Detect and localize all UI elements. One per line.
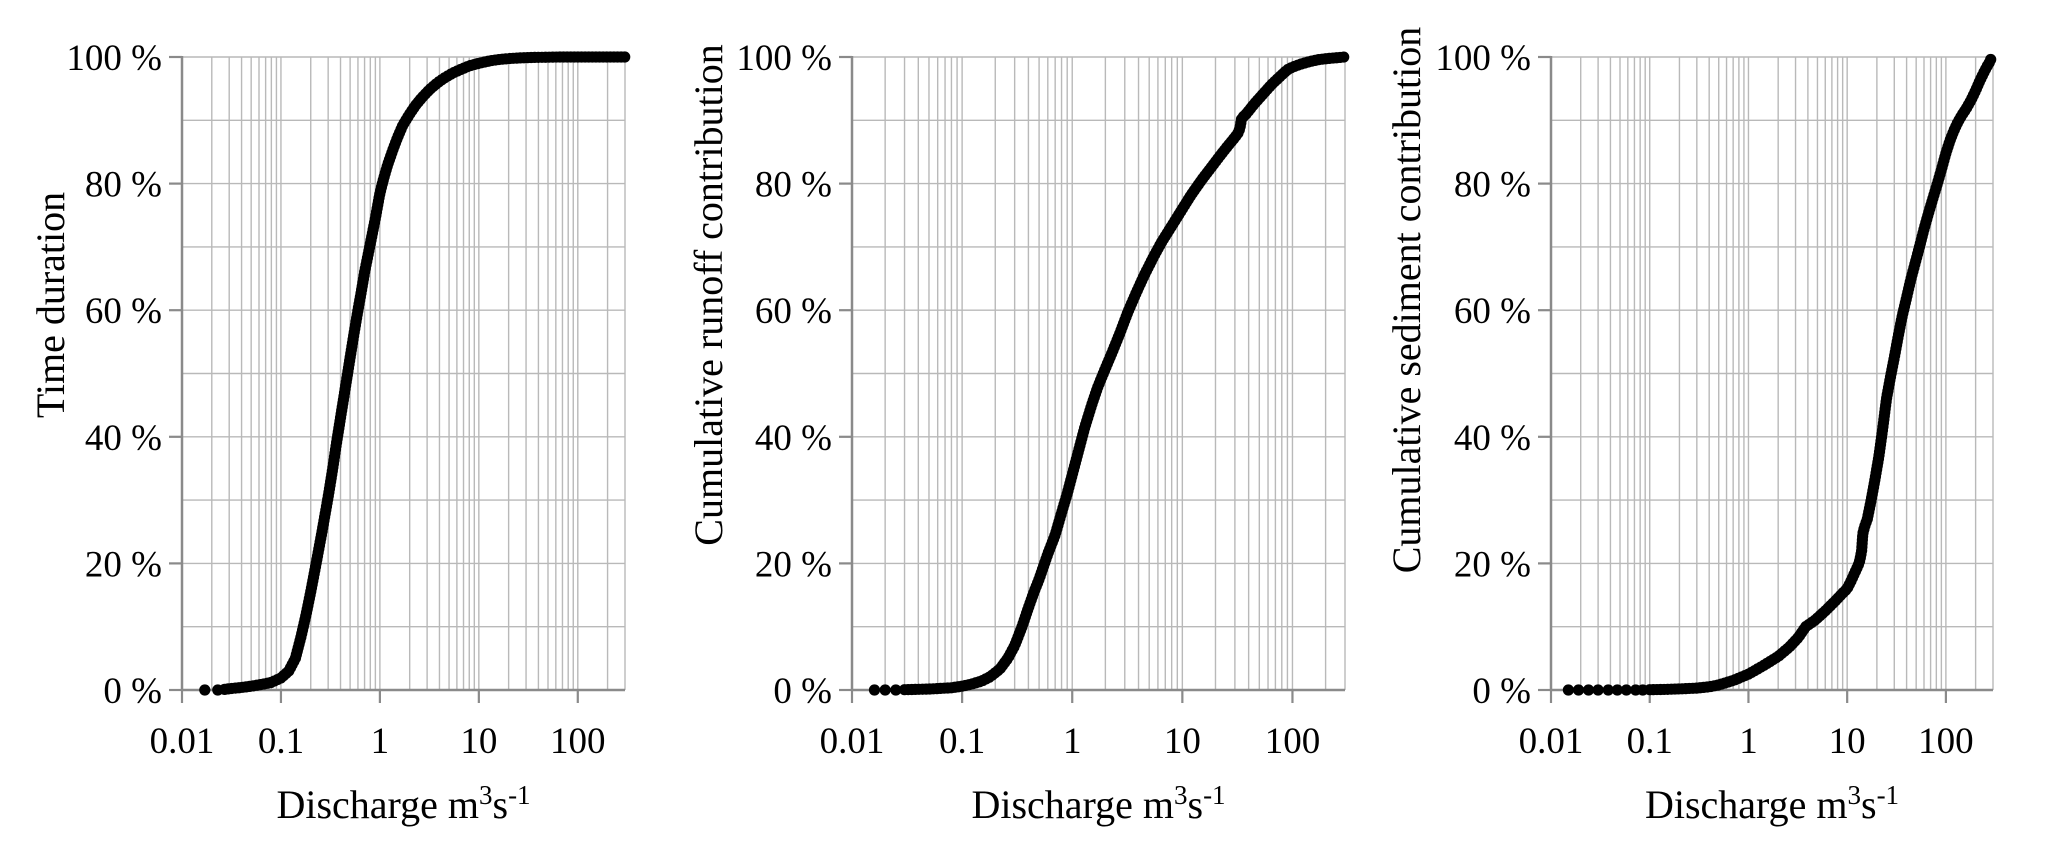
x-tick-label: 10 bbox=[1164, 721, 1201, 762]
tick-marks bbox=[169, 55, 579, 703]
x-tick-label: 100 bbox=[550, 721, 606, 762]
x-tick-label: 0.01 bbox=[150, 721, 215, 762]
data-point bbox=[1602, 684, 1614, 696]
x-tick-label: 10 bbox=[460, 721, 497, 762]
panel-cumulative-runoff: 0.01 0.1 1 10 100 0 % 20 % 40 % 60 % 80 % 100 %Cum… bbox=[686, 38, 1350, 827]
x-axis-title-text: s bbox=[492, 782, 508, 827]
panel-cumulative-sediment: 0.01 0.1 1 10 100 0 % 20 % 40 % 60 % 80 % 100 %Cum… bbox=[1384, 27, 1997, 827]
y-tick-label: 0 % bbox=[103, 671, 162, 712]
x-axis-title-superscript: -1 bbox=[1203, 780, 1226, 810]
grid-lines bbox=[182, 56, 626, 690]
x-axis-title: Discharge m3s-1 bbox=[1645, 780, 1899, 827]
x-tick-label: 0.1 bbox=[939, 721, 985, 762]
y-tick-label: 20 % bbox=[1454, 544, 1531, 585]
x-axis-title: Discharge m3s-1 bbox=[971, 780, 1225, 827]
data-point bbox=[879, 684, 891, 696]
x-axis-title-text: Discharge m bbox=[1645, 782, 1848, 827]
y-tick-label: 60 % bbox=[1454, 291, 1531, 332]
grid-lines bbox=[1551, 56, 1994, 690]
y-tick-label: 60 % bbox=[755, 291, 832, 332]
y-tick-label: 100 % bbox=[66, 38, 162, 79]
data-point bbox=[619, 51, 631, 63]
x-tick-label: 1 bbox=[1063, 721, 1082, 762]
data-point-dots bbox=[868, 51, 1350, 696]
y-axis-title: Time duration bbox=[28, 192, 73, 418]
data-point bbox=[1582, 684, 1595, 696]
x-tick-label: 0.01 bbox=[820, 721, 885, 762]
y-tick-label: 80 % bbox=[1454, 165, 1531, 206]
x-axis-title-text: Discharge m bbox=[971, 782, 1174, 827]
y-tick-label: 80 % bbox=[85, 165, 162, 206]
data-point bbox=[890, 684, 902, 696]
data-point bbox=[1338, 51, 1350, 63]
data-point bbox=[1562, 684, 1574, 696]
data-point bbox=[1592, 684, 1604, 696]
y-tick-label: 0 % bbox=[773, 671, 832, 712]
x-tick-label: 0.1 bbox=[258, 721, 304, 762]
x-axis-title-superscript: 3 bbox=[1847, 780, 1861, 810]
data-point-dots bbox=[199, 51, 631, 696]
y-tick-label: 20 % bbox=[755, 544, 832, 585]
data-point bbox=[1611, 684, 1623, 696]
x-axis-title-superscript: 3 bbox=[1174, 780, 1188, 810]
x-tick-label: 1 bbox=[371, 721, 390, 762]
x-tick-label: 0.1 bbox=[1627, 721, 1673, 762]
x-axis-title-superscript: -1 bbox=[508, 780, 531, 810]
y-tick-label: 100 % bbox=[736, 38, 832, 79]
y-axis-title: Cumulative runoff contribution bbox=[686, 44, 731, 545]
tick-marks bbox=[1538, 55, 1947, 703]
x-tick-label: 100 bbox=[1918, 721, 1974, 762]
x-axis-title-text: Discharge m bbox=[276, 782, 479, 827]
y-tick-label: 0 % bbox=[1472, 671, 1531, 712]
x-axis-title-text: s bbox=[1187, 782, 1203, 827]
x-tick-label: 10 bbox=[1829, 721, 1866, 762]
data-point bbox=[868, 684, 881, 696]
x-tick-label: 0.01 bbox=[1519, 721, 1584, 762]
x-axis-title: Discharge m3s-1 bbox=[276, 780, 530, 827]
x-axis-title-text: s bbox=[1861, 782, 1877, 827]
data-point bbox=[1620, 684, 1632, 696]
data-point bbox=[199, 684, 211, 696]
y-tick-label: 100 % bbox=[1435, 38, 1531, 79]
x-axis-title-superscript: -1 bbox=[1877, 780, 1900, 810]
y-tick-label: 40 % bbox=[85, 418, 162, 459]
data-point bbox=[1637, 684, 1649, 696]
panel-time-duration: 0.01 0.1 1 10 100 0 % 20 % 40 % 60 % 80 % 100 % Tim… bbox=[28, 38, 631, 827]
tick-marks bbox=[839, 55, 1294, 703]
grid-lines bbox=[852, 56, 1346, 690]
y-tick-label: 60 % bbox=[85, 291, 162, 332]
x-tick-label: 1 bbox=[1739, 721, 1758, 762]
y-tick-label: 40 % bbox=[755, 418, 832, 459]
x-tick-label: 100 bbox=[1265, 721, 1321, 762]
y-axis-title: Cumulative sediment contribution bbox=[1384, 27, 1429, 574]
data-point-dots bbox=[1562, 53, 1997, 696]
y-tick-label: 40 % bbox=[1454, 418, 1531, 459]
data-point bbox=[1985, 53, 1997, 66]
y-tick-label: 80 % bbox=[755, 165, 832, 206]
data-point bbox=[1572, 684, 1585, 696]
y-tick-label: 20 % bbox=[85, 544, 162, 585]
data-point bbox=[212, 684, 224, 696]
x-axis-title-superscript: 3 bbox=[479, 780, 493, 810]
